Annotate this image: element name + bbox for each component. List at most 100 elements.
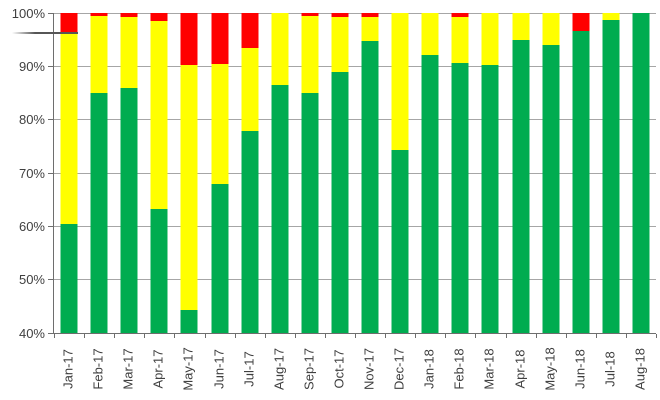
bar-slot-Apr-17 [144, 13, 174, 333]
stacked-bar-Sep-17 [301, 13, 319, 333]
x-tick-label-text: Feb-18 [451, 348, 467, 390]
x-tick-label-Jul-17: Jul-17 [234, 340, 264, 398]
bar-slot-Oct-17 [325, 13, 355, 333]
green-segment [572, 31, 590, 333]
x-tick-label-Jan-18: Jan-18 [414, 340, 444, 398]
stacked-bar-Dec-17 [391, 13, 409, 333]
y-tick-label: 70% [18, 165, 45, 181]
green-segment [481, 65, 499, 333]
x-tick-label-Apr-17: Apr-17 [143, 340, 173, 398]
bar-slot-Mar-18 [475, 13, 505, 333]
red-segment [120, 13, 138, 18]
yellow-segment [331, 16, 349, 72]
x-axis-tick [656, 334, 657, 338]
y-axis-tick [48, 65, 53, 67]
yellow-segment [512, 13, 530, 40]
stacked-bar-Apr-18 [512, 13, 530, 333]
x-tick-label-Mar-17: Mar-17 [113, 340, 143, 398]
gridline-60 [54, 225, 656, 227]
green-segment [451, 62, 469, 333]
bar-slot-Jul-18 [596, 13, 626, 333]
y-axis-tick [48, 12, 53, 14]
x-axis-tick [415, 334, 417, 338]
x-tick-label-text: Apr-17 [150, 349, 166, 389]
x-axis-tick [144, 334, 146, 338]
stacked-bar-Aug-17 [271, 13, 289, 333]
bar-slot-Jun-18 [566, 13, 596, 333]
stacked-bar-Mar-17 [120, 13, 138, 333]
stacked-bar-Jan-18 [421, 13, 439, 333]
y-axis-tick [48, 172, 53, 174]
bar-slot-Jan-18 [415, 13, 445, 333]
yellow-segment [391, 13, 409, 151]
x-axis-tick [385, 334, 387, 338]
x-axis-tick [355, 334, 356, 338]
yellow-segment [421, 13, 439, 55]
x-tick-label-Mar-18: Mar-18 [474, 340, 504, 398]
y-tick-label: 100% [11, 5, 45, 21]
x-axis-tick [114, 334, 116, 338]
bar-slot-Feb-18 [445, 13, 475, 333]
stacked-bar-Jun-18 [572, 13, 590, 333]
bar-slot-Jun-17 [205, 13, 235, 333]
x-tick-label-Sep-17: Sep-17 [294, 340, 324, 398]
red-segment [361, 13, 379, 17]
bar-slot-Apr-18 [506, 13, 536, 333]
gridline-100 [54, 12, 656, 14]
yellow-segment [602, 13, 620, 20]
green-segment [271, 85, 289, 333]
x-axis-tick [505, 334, 507, 338]
x-tick-label-text: Jun-18 [572, 349, 588, 389]
yellow-segment [271, 13, 289, 85]
x-tick-label-text: Feb-17 [90, 348, 106, 390]
x-tick-label-text: Jun-17 [211, 349, 227, 389]
bar-slot-Dec-17 [385, 13, 415, 333]
bar-slot-Mar-17 [114, 13, 144, 333]
x-tick-label-text: Jul-18 [602, 351, 618, 387]
gridline-50 [54, 279, 656, 281]
stacked-bar-Jul-17 [241, 13, 259, 333]
green-segment [421, 54, 439, 333]
bar-slot-Nov-17 [355, 13, 385, 333]
bar-slot-Jul-17 [235, 13, 265, 333]
red-segment [211, 13, 229, 64]
x-tick-label-text: Mar-17 [120, 348, 136, 390]
stacked-bar-Feb-18 [451, 13, 469, 333]
stacked-bar-Aug-18 [632, 13, 650, 333]
bar-slot-Sep-17 [295, 13, 325, 333]
x-tick-label-Feb-18: Feb-18 [444, 340, 474, 398]
red-segment [572, 13, 590, 32]
yellow-segment [120, 17, 138, 88]
stacked-bar-Apr-17 [150, 13, 168, 333]
x-axis-tick [625, 334, 627, 338]
yellow-segment [90, 15, 108, 93]
y-tick-label: 60% [18, 218, 45, 234]
green-segment [542, 45, 560, 333]
x-axis-tick [264, 334, 266, 338]
x-tick-label-Oct-17: Oct-17 [324, 340, 354, 398]
green-segment [90, 93, 108, 333]
green-segment [602, 19, 620, 333]
red-segment [150, 13, 168, 21]
x-tick-label-May-18: May-18 [535, 340, 565, 398]
red-segment [451, 13, 469, 18]
stacked-bar-Mar-18 [481, 13, 499, 333]
red-segment [60, 13, 78, 34]
x-tick-label-text: Aug-17 [271, 348, 287, 390]
red-segment [301, 13, 319, 17]
green-segment [241, 131, 259, 333]
y-axis-tick [48, 332, 53, 334]
x-axis-tick [475, 334, 477, 338]
yellow-segment [481, 13, 499, 66]
x-tick-label-Jun-17: Jun-17 [204, 340, 234, 398]
yellow-segment [211, 63, 229, 184]
y-axis-tick [48, 279, 53, 281]
y-tick-label: 90% [18, 58, 45, 74]
x-tick-label-Aug-18: Aug-18 [625, 340, 655, 398]
x-axis-tick [174, 334, 176, 338]
x-tick-label-Jul-18: Jul-18 [595, 340, 625, 398]
stacked-bar-Jan-17 [60, 13, 78, 333]
yellow-segment [542, 13, 560, 45]
green-segment [361, 40, 379, 333]
